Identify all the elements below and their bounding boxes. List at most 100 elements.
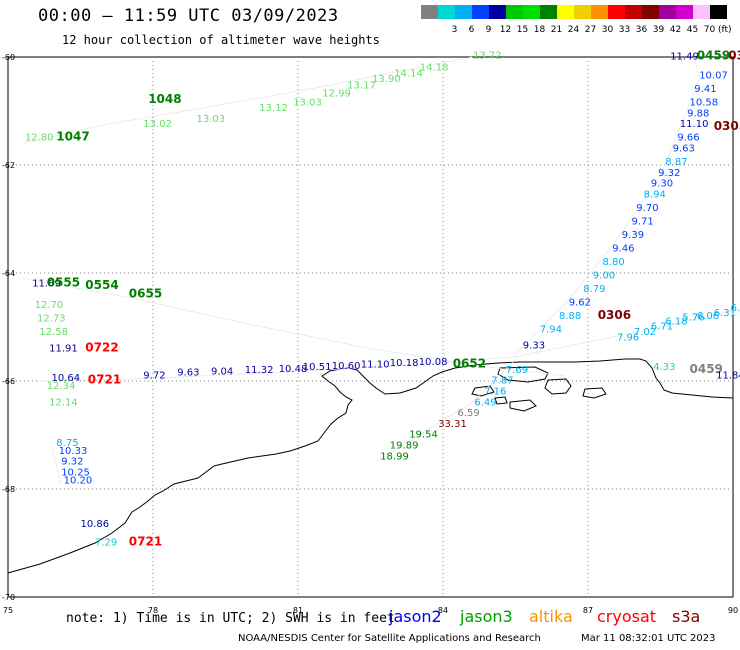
wave-height-value: 12.34	[47, 381, 76, 392]
wave-height-value: 9.46	[612, 243, 634, 254]
scale-tick-label: 27	[584, 25, 597, 35]
wave-height-value: 13.03	[197, 114, 226, 125]
wave-height-value: 13.02	[143, 119, 172, 130]
wave-height-value: 5.76	[682, 313, 704, 324]
scale-swatch	[693, 5, 710, 19]
wave-height-value: 12.14	[49, 397, 78, 408]
wave-height-value: 9.66	[677, 133, 699, 144]
map-title: 00:00 – 11:59 UTC 03/09/2023	[38, 6, 339, 26]
wave-height-value: 10.33	[59, 446, 88, 457]
scale-swatch	[676, 5, 693, 19]
wave-height-value: 11.10	[680, 119, 709, 130]
latitude-tick-labels: -60 -62 -64 -66 -68 -70	[2, 53, 15, 602]
wave-height-value: 10.60	[332, 361, 361, 372]
wave-height-value: 19.54	[409, 430, 438, 441]
footer-credit: NOAA/NESDIS Center for Satellite Applica…	[238, 633, 541, 644]
scale-swatch	[574, 5, 591, 19]
wave-height-value: 12.99	[322, 88, 351, 99]
wave-height-value: 11.32	[245, 365, 274, 376]
lat-tick-label: -64	[2, 269, 15, 278]
wave-height-value: 14.18	[420, 63, 449, 74]
wave-height-value: 7.16	[484, 387, 506, 398]
pass-time-label: 0305	[714, 119, 740, 133]
lon-tick-label: 84	[438, 606, 448, 615]
island-5	[494, 396, 508, 405]
pass-time-label: 0554	[85, 278, 118, 292]
wave-height-value: 13.03	[293, 98, 322, 109]
wave-height-value: 8.87	[665, 157, 687, 168]
scale-swatch	[506, 5, 523, 19]
scale-swatch	[489, 5, 506, 19]
wave-height-value: 10.08	[419, 357, 448, 368]
wave-height-value: 6.59	[458, 408, 480, 419]
satellite-ground-tracks	[22, 56, 734, 484]
scale-tick-label: 30	[601, 25, 614, 35]
pass-time-label: 0721	[129, 535, 162, 549]
legend-jason2: jason2	[389, 607, 442, 626]
scale-swatch	[455, 5, 472, 19]
scale-tick-label: 36	[635, 25, 648, 35]
lon-tick-label: 78	[148, 606, 158, 615]
legend-cryosat: cryosat	[597, 607, 657, 626]
wave-height-value: 8.88	[559, 311, 581, 322]
footer-date: Mar 11 08:32:01 UTC 2023	[581, 633, 716, 644]
wave-height-value: 13.72	[473, 51, 502, 62]
pass-time-label: 0459	[697, 49, 730, 63]
wave-height-value: 7.29	[95, 538, 117, 549]
scale-swatch	[438, 5, 455, 19]
wave-height-value: 9.63	[673, 144, 695, 155]
wave-height-value: 10.20	[64, 476, 93, 487]
wave-height-value: 10.64	[52, 373, 81, 384]
lon-tick-label: 87	[583, 606, 593, 615]
wave-height-value: 11.69	[32, 279, 61, 290]
wave-height-value: 12.58	[39, 327, 68, 338]
wave-height-value: 14.14	[394, 68, 423, 79]
scale-swatch	[659, 5, 676, 19]
scale-swatch	[642, 5, 659, 19]
lon-tick-label: 81	[293, 606, 303, 615]
scale-tick-label: 42	[669, 25, 682, 35]
pass-time-label: 0555	[47, 276, 80, 290]
graticule	[8, 57, 733, 597]
pass-time-label: 0721	[88, 373, 121, 387]
wave-height-value: 10.58	[690, 98, 719, 109]
pass-time-label: 0655	[129, 286, 162, 300]
scale-swatch	[625, 5, 642, 19]
wave-height-value: 11.10	[361, 360, 390, 371]
wave-height-value: 10.25	[61, 468, 90, 479]
island-4	[509, 399, 537, 412]
wave-height-value: 12.70	[35, 300, 64, 311]
wave-height-value: 6.31	[714, 308, 736, 319]
wave-height-value: 7.94	[540, 324, 562, 335]
wave-height-value: 10.51	[303, 362, 332, 373]
wave-height-value: 6.12	[731, 303, 740, 314]
ground-track	[22, 56, 473, 144]
ground-track	[515, 56, 700, 355]
pass-time-label: 0459	[690, 362, 723, 376]
island-3	[582, 387, 607, 399]
wave-height-value: 10.18	[390, 358, 419, 369]
scale-tick-label: 39	[652, 25, 665, 35]
wave-height-value: 9.00	[593, 270, 615, 281]
wave-height-value: 9.88	[687, 108, 709, 119]
wave-height-value: 18.99	[380, 451, 409, 462]
wave-height-value: 8.80	[603, 257, 625, 268]
wave-height-value: 9.63	[177, 368, 199, 379]
wave-height-value: 12.73	[37, 314, 66, 325]
wave-height-value: 13.12	[259, 103, 288, 114]
scale-tick-label: 12	[499, 25, 512, 35]
scale-swatch	[608, 5, 625, 19]
wave-height-value: 11.91	[49, 343, 78, 354]
legend-jason3: jason3	[460, 607, 513, 626]
wave-height-value: 9.62	[569, 297, 591, 308]
scale-tick-label: 45	[686, 25, 699, 35]
pass-time-label: 1047	[56, 130, 89, 144]
scale-tick-label: 21	[550, 25, 563, 35]
scale-tick-label: 9	[485, 25, 492, 35]
lat-tick-label: -68	[2, 485, 15, 494]
wave-height-value: 10.07	[699, 71, 728, 82]
wave-height-value: 9.41	[694, 84, 716, 95]
wave-height-value: 7.69	[506, 365, 528, 376]
